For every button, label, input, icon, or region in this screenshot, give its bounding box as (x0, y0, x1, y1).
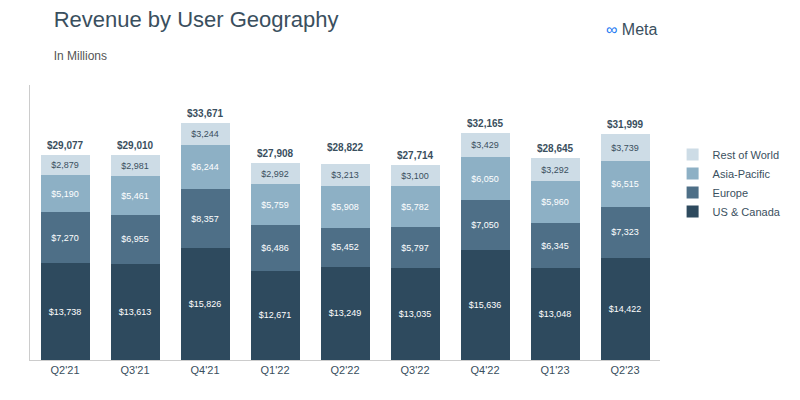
svg-text:Q2'22: Q2'22 (330, 364, 359, 376)
svg-text:$5,797: $5,797 (401, 243, 429, 253)
svg-text:$15,826: $15,826 (189, 299, 222, 309)
svg-text:$5,960: $5,960 (541, 197, 569, 207)
svg-text:Rest of World: Rest of World (713, 149, 779, 161)
svg-text:US & Canada: US & Canada (713, 206, 781, 218)
svg-text:$13,048: $13,048 (539, 309, 572, 319)
svg-text:$12,671: $12,671 (259, 310, 292, 320)
svg-text:Q1'23: Q1'23 (540, 364, 569, 376)
svg-text:$6,345: $6,345 (541, 241, 569, 251)
svg-text:$29,010: $29,010 (117, 140, 154, 151)
svg-text:$5,461: $5,461 (121, 191, 149, 201)
svg-text:$32,165: $32,165 (467, 118, 504, 129)
svg-text:$2,981: $2,981 (121, 161, 149, 171)
svg-text:$3,292: $3,292 (541, 165, 569, 175)
svg-text:$14,422: $14,422 (609, 304, 642, 314)
svg-text:$29,077: $29,077 (47, 140, 84, 151)
svg-text:$15,636: $15,636 (469, 300, 502, 310)
svg-text:$5,782: $5,782 (401, 202, 429, 212)
svg-text:$13,035: $13,035 (399, 309, 432, 319)
svg-text:$2,879: $2,879 (51, 160, 79, 170)
svg-text:$7,323: $7,323 (611, 227, 639, 237)
svg-text:$6,955: $6,955 (121, 234, 149, 244)
svg-text:Revenue by User Geography: Revenue by User Geography (54, 7, 339, 32)
svg-text:$31,999: $31,999 (607, 119, 644, 130)
svg-text:$33,671: $33,671 (187, 108, 224, 119)
svg-text:$3,244: $3,244 (191, 129, 219, 139)
svg-text:Q3'21: Q3'21 (120, 364, 149, 376)
svg-text:Asia-Pacific: Asia-Pacific (713, 168, 771, 180)
svg-text:$3,429: $3,429 (471, 140, 499, 150)
svg-text:$27,908: $27,908 (257, 148, 294, 159)
svg-text:∞ Meta: ∞ Meta (606, 21, 658, 38)
svg-text:$5,908: $5,908 (331, 202, 359, 212)
svg-text:$13,613: $13,613 (119, 307, 152, 317)
svg-text:$5,190: $5,190 (51, 189, 79, 199)
svg-text:$8,357: $8,357 (191, 214, 219, 224)
svg-text:Q4'21: Q4'21 (190, 364, 219, 376)
svg-text:$28,822: $28,822 (327, 142, 364, 153)
svg-text:$28,645: $28,645 (537, 143, 574, 154)
svg-text:$5,759: $5,759 (261, 200, 289, 210)
svg-text:Q4'22: Q4'22 (470, 364, 499, 376)
svg-text:$5,452: $5,452 (331, 242, 359, 252)
svg-text:$6,515: $6,515 (611, 179, 639, 189)
svg-text:Europe: Europe (713, 187, 748, 199)
svg-text:$7,270: $7,270 (51, 233, 79, 243)
svg-text:Q3'22: Q3'22 (400, 364, 429, 376)
svg-text:$3,100: $3,100 (401, 171, 429, 181)
svg-text:Q2'21: Q2'21 (50, 364, 79, 376)
svg-text:$7,050: $7,050 (471, 220, 499, 230)
svg-text:$2,992: $2,992 (261, 169, 289, 179)
svg-text:$27,714: $27,714 (397, 150, 434, 161)
svg-text:$13,738: $13,738 (49, 307, 82, 317)
svg-text:Q1'22: Q1'22 (260, 364, 289, 376)
svg-text:$3,739: $3,739 (611, 143, 639, 153)
svg-text:$6,244: $6,244 (191, 162, 219, 172)
svg-text:$13,249: $13,249 (329, 308, 362, 318)
svg-text:In Millions: In Millions (54, 49, 107, 63)
svg-text:$3,213: $3,213 (331, 170, 359, 180)
svg-text:$6,486: $6,486 (261, 243, 289, 253)
svg-text:$6,050: $6,050 (471, 174, 499, 184)
svg-text:Q2'23: Q2'23 (610, 364, 639, 376)
